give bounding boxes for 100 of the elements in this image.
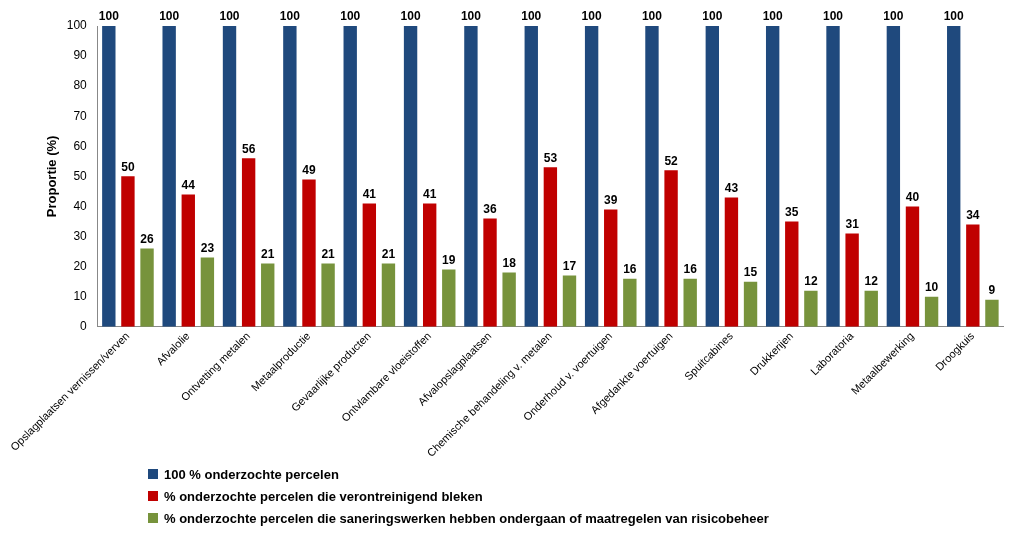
bar — [947, 26, 961, 327]
bar — [181, 194, 195, 327]
bar — [502, 272, 516, 327]
bar — [102, 26, 116, 327]
bar — [584, 26, 599, 327]
data-label: 52 — [664, 153, 679, 168]
data-label: 49 — [302, 162, 316, 177]
legend-label: % onderzochte percelen die verontreinigend bleken — [164, 488, 483, 504]
bar — [724, 197, 739, 327]
data-label: 34 — [966, 207, 980, 222]
bar — [302, 179, 316, 327]
bar — [886, 26, 901, 327]
data-label: 40 — [905, 189, 920, 204]
data-label: 100 — [521, 9, 542, 24]
y-tick-label: 50 — [73, 168, 88, 183]
data-label: 56 — [241, 141, 256, 156]
data-label: 21 — [321, 246, 336, 261]
data-label: 10 — [924, 279, 939, 294]
y-tick-label: 0 — [80, 319, 88, 334]
data-label: 100 — [823, 9, 844, 24]
data-label: 53 — [543, 150, 558, 165]
bar — [804, 290, 818, 327]
bar — [483, 218, 497, 327]
data-label: 36 — [483, 201, 498, 216]
data-label: 100 — [279, 9, 301, 24]
bar — [121, 176, 135, 327]
y-axis-title: Proportie (%) — [43, 135, 59, 218]
data-label: 43 — [724, 180, 739, 195]
bar — [826, 26, 840, 327]
data-label: 21 — [381, 246, 396, 261]
data-label: 41 — [423, 186, 437, 201]
bar — [464, 26, 478, 327]
data-label: 100 — [641, 9, 663, 24]
bar — [200, 257, 215, 327]
y-tick-label: 80 — [73, 78, 88, 93]
y-tick-label: 30 — [73, 228, 88, 243]
data-label: 44 — [181, 177, 196, 192]
data-label: 31 — [845, 216, 860, 231]
data-label: 35 — [785, 204, 799, 219]
bar — [422, 203, 437, 327]
data-label: 39 — [604, 192, 618, 207]
data-label: 19 — [442, 252, 456, 267]
data-label: 15 — [743, 264, 758, 279]
data-label: 9 — [988, 282, 996, 297]
y-tick-label: 40 — [73, 198, 88, 213]
data-label: 12 — [864, 273, 879, 288]
data-label: 18 — [502, 255, 517, 270]
bar — [283, 26, 297, 327]
bar — [924, 296, 939, 327]
bar — [845, 233, 859, 327]
y-tick-label: 10 — [73, 288, 88, 303]
bar — [241, 158, 256, 327]
bar — [381, 263, 396, 327]
data-label: 41 — [362, 186, 377, 201]
data-label: 100 — [400, 9, 421, 24]
bar — [562, 275, 577, 327]
y-tick-label: 20 — [73, 258, 88, 273]
legend-label: 100 % onderzochte percelen — [164, 466, 339, 482]
data-label: 100 — [159, 9, 180, 24]
y-tick-label: 100 — [66, 18, 88, 33]
data-label: 26 — [140, 231, 155, 246]
bar — [261, 263, 275, 327]
data-label: 50 — [121, 159, 135, 174]
bar — [343, 26, 357, 327]
data-label: 16 — [683, 261, 698, 276]
data-label: 100 — [340, 9, 361, 24]
bar — [743, 281, 758, 327]
data-label: 100 — [98, 9, 120, 24]
y-tick-label: 90 — [73, 48, 88, 63]
bar — [162, 26, 176, 327]
data-label: 100 — [460, 9, 482, 24]
bar — [442, 269, 456, 327]
bar — [765, 26, 780, 327]
bar — [985, 299, 999, 327]
data-label: 17 — [562, 258, 577, 273]
data-label: 23 — [200, 240, 215, 255]
bar — [683, 278, 697, 327]
bar — [524, 26, 538, 327]
data-label: 100 — [702, 9, 723, 24]
data-label: 100 — [762, 9, 783, 24]
bar — [645, 26, 659, 327]
data-label: 12 — [804, 273, 818, 288]
legend-label: % onderzochte percelen die saneringswerken hebben ondergaan of maatregelen van risicobeheer — [164, 510, 769, 526]
bar — [864, 290, 878, 327]
y-tick-label: 70 — [73, 108, 88, 123]
bar — [705, 26, 720, 327]
bar — [543, 167, 558, 327]
bar — [785, 221, 799, 327]
y-tick-label: 60 — [73, 138, 88, 153]
data-label: 21 — [261, 246, 275, 261]
data-label: 100 — [219, 9, 240, 24]
bar — [222, 26, 237, 327]
bar — [664, 170, 678, 327]
bar — [362, 203, 377, 327]
bar — [403, 26, 418, 327]
bar — [140, 248, 154, 327]
bar — [321, 263, 335, 327]
data-label: 100 — [883, 9, 904, 24]
data-label: 16 — [623, 261, 637, 276]
bar — [905, 206, 920, 327]
